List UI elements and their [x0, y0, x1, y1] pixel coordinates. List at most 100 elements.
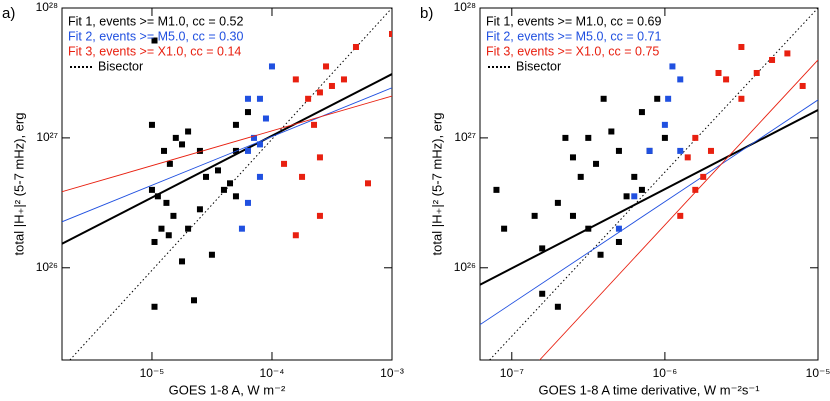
data-point	[311, 121, 318, 128]
fit-line	[539, 59, 818, 360]
data-point	[151, 303, 158, 310]
data-point	[227, 180, 234, 187]
data-point	[493, 186, 500, 193]
data-point	[250, 134, 257, 141]
data-point	[638, 109, 645, 116]
data-point	[661, 121, 668, 128]
data-point	[631, 193, 638, 200]
data-point	[244, 199, 251, 206]
data-point	[196, 206, 203, 213]
y-tick-label: 10²⁶	[454, 260, 476, 274]
data-point	[692, 186, 699, 193]
fit-line	[62, 95, 392, 193]
x-tick-label: 10⁻⁵	[806, 366, 830, 380]
data-point	[196, 147, 203, 154]
data-point	[340, 76, 347, 83]
data-point	[170, 212, 177, 219]
data-point	[799, 82, 806, 89]
data-point	[715, 69, 722, 76]
data-point	[203, 173, 210, 180]
legend-entry: Fit 3, events >= X1.0, cc = 0.14	[68, 44, 241, 58]
data-point	[185, 128, 192, 135]
data-point	[179, 141, 186, 148]
data-point	[292, 76, 299, 83]
data-point	[600, 95, 607, 102]
plot-area	[62, 8, 392, 360]
data-point	[585, 225, 592, 232]
legend-entry: Bisector	[516, 59, 561, 73]
panel-label: b)	[420, 5, 433, 22]
data-point	[161, 147, 168, 154]
panel: a) 10⁻⁵ 10⁻⁴ 10⁻³ 10²⁶ 10²⁷ 10²⁸ GOES 1-8 A, W …	[2, 0, 404, 397]
data-point	[723, 76, 730, 83]
x-axis-label: GOES 1-8 A time derivative, W m⁻²s⁻¹	[538, 382, 760, 397]
data-point	[784, 50, 791, 57]
data-point	[328, 82, 335, 89]
x-tick-label: 10⁻⁵	[140, 366, 165, 380]
data-point	[148, 186, 155, 193]
x-tick-label: 10⁻⁶	[653, 366, 678, 380]
data-point	[539, 245, 546, 252]
data-point	[569, 212, 576, 219]
data-point	[220, 186, 227, 193]
data-point	[707, 147, 714, 154]
data-point	[316, 89, 323, 96]
y-axis-label: total |H₊|² (5-7 mHz), erg	[429, 113, 444, 256]
x-tick-label: 10⁻⁷	[500, 366, 524, 380]
data-point	[299, 173, 306, 180]
y-tick-label: 10²⁷	[454, 130, 476, 144]
y-axis-label: total |H₊|² (5-7 mHz), erg	[11, 113, 26, 256]
data-point	[244, 95, 251, 102]
data-point	[352, 43, 359, 50]
data-point	[654, 95, 661, 102]
data-point	[769, 56, 776, 63]
data-point	[531, 212, 538, 219]
data-point	[677, 76, 684, 83]
data-point	[593, 160, 600, 167]
data-point	[190, 297, 197, 304]
data-point	[389, 30, 392, 37]
data-point	[539, 290, 546, 297]
legend-entry: Fit 1, events >= M1.0, cc = 0.69	[486, 14, 661, 28]
data-point	[738, 95, 745, 102]
data-point	[585, 134, 592, 141]
fit-line	[62, 73, 392, 245]
data-point	[148, 121, 155, 128]
data-point	[281, 160, 288, 167]
plot-frame	[61, 7, 393, 361]
data-point	[569, 154, 576, 161]
data-point	[158, 225, 165, 232]
data-point	[244, 147, 251, 154]
data-point	[364, 180, 371, 187]
data-point	[623, 193, 630, 200]
y-tick-label: 10²⁸	[454, 0, 476, 14]
data-point	[597, 251, 604, 258]
data-point	[631, 173, 638, 180]
legend-entry: Fit 1, events >= M1.0, cc = 0.52	[68, 14, 243, 28]
fit-line	[480, 109, 818, 286]
legend-entry: Fit 2, events >= M5.0, cc = 0.30	[68, 29, 243, 43]
bisector-line	[489, 8, 818, 360]
data-point	[208, 251, 215, 258]
panel: b) 10⁻⁷ 10⁻⁶ 10⁻⁵ 10²⁶ 10²⁷ 10²⁸ GOES 1-8 A tim…	[420, 0, 830, 397]
plot-frame	[479, 7, 819, 361]
data-point	[165, 232, 172, 239]
data-point	[608, 128, 615, 135]
data-point	[669, 63, 676, 70]
x-tick-label: 10⁻⁴	[260, 366, 285, 380]
legend-entry: Bisector	[98, 59, 143, 73]
data-point	[323, 63, 330, 70]
data-point	[256, 173, 263, 180]
legend-entry: Fit 2, events >= M5.0, cc = 0.71	[486, 29, 661, 43]
fit-line	[480, 99, 818, 326]
data-point	[292, 232, 299, 239]
data-point	[738, 43, 745, 50]
data-point	[244, 109, 251, 116]
data-point	[262, 115, 269, 122]
data-point	[646, 147, 653, 154]
data-point	[615, 238, 622, 245]
data-point	[501, 225, 508, 232]
data-point	[753, 69, 760, 76]
data-point	[172, 134, 179, 141]
data-point	[151, 238, 158, 245]
